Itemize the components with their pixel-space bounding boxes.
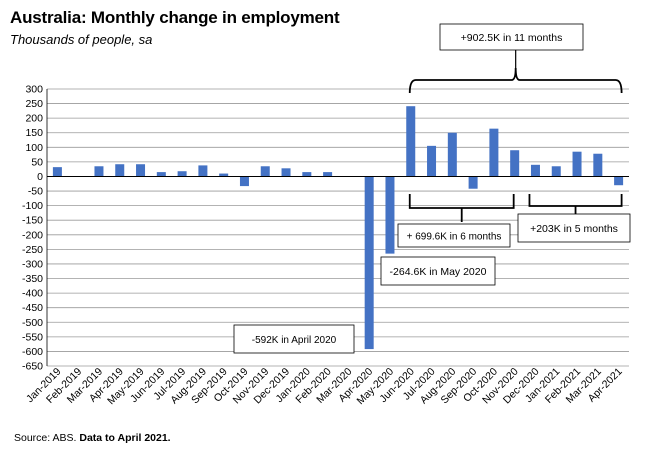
bar-Aug-2019 — [198, 165, 208, 177]
y-tick-label: 150 — [25, 127, 43, 139]
bar-Jan-2021 — [551, 166, 561, 177]
y-tick-label: -650 — [22, 361, 43, 373]
bar-Jun-2020 — [406, 106, 416, 177]
bar-Dec-2019 — [281, 168, 291, 177]
annotations: +902.5K in 11 months + 699.6K in 6 months… — [233, 23, 631, 354]
y-tick-label: -200 — [22, 229, 43, 241]
annotation-6-months-box — [397, 223, 511, 248]
y-tick-label: -350 — [22, 273, 43, 285]
annotation-5-months-box — [517, 213, 631, 243]
y-tick-label: -250 — [22, 244, 43, 256]
bar-Apr-2019 — [115, 164, 125, 177]
y-tick-label: -300 — [22, 258, 43, 270]
y-tick-label: -400 — [22, 288, 43, 300]
bar-Feb-2020 — [323, 172, 333, 177]
annotation-may-2020-text: -264.6K in May 2020 — [390, 266, 487, 278]
annotation-11-months: +902.5K in 11 months — [439, 23, 584, 51]
annotation-april-2020: -592K in April 2020 — [233, 324, 355, 354]
y-tick-label: -100 — [22, 200, 43, 212]
y-tick-label: -150 — [22, 215, 43, 227]
y-tick-label: -600 — [22, 346, 43, 358]
y-tick-label: -550 — [22, 331, 43, 343]
y-tick-label: -50 — [28, 186, 43, 198]
bar-May-2020 — [385, 176, 395, 254]
bar-Mar-2021 — [593, 153, 603, 177]
annotation-6-months-text: + 699.6K in 6 months — [407, 232, 502, 243]
bar-Oct-2019 — [239, 176, 249, 187]
bar-Apr-2020 — [364, 176, 374, 350]
bar-Mar-2019 — [94, 166, 104, 177]
chart-subtitle: Thousands of people, sa — [10, 32, 153, 47]
y-tick-label: 200 — [25, 113, 43, 125]
annotation-april-2020-text: -592K in April 2020 — [252, 335, 337, 346]
bar-Nov-2020 — [510, 150, 520, 177]
chart-title: Australia: Monthly change in employment — [10, 8, 340, 27]
annotation-april-2020-box — [233, 324, 355, 354]
annotation-may-2020-box — [380, 256, 496, 286]
bar-Oct-2020 — [489, 128, 499, 177]
y-tick-label: -500 — [22, 317, 43, 329]
bracket-5-months — [528, 194, 623, 207]
bar-Sep-2019 — [219, 173, 229, 177]
bar-May-2019 — [136, 164, 146, 177]
y-tick-label: 0 — [37, 171, 43, 183]
bar-Jan-2020 — [302, 172, 312, 177]
x-axis-ticks: Jan-2019Feb-2019Mar-2019Apr-2019May-2019… — [24, 366, 625, 408]
bar-Apr-2021 — [614, 176, 624, 186]
y-tick-label: 50 — [31, 156, 43, 168]
annotation-may-2020: -264.6K in May 2020 — [380, 256, 496, 286]
bar-Sep-2020 — [468, 176, 478, 189]
annotation-5-months-text: +203K in 5 months — [530, 223, 618, 235]
annotation-11-months-box — [439, 23, 584, 51]
bar-Jul-2020 — [427, 145, 437, 177]
bar-Aug-2020 — [447, 132, 457, 177]
y-tick-label: 100 — [25, 142, 43, 154]
source-label: Source: ABS. — [14, 432, 77, 444]
annotation-6-months: + 699.6K in 6 months — [397, 223, 511, 248]
bar-Feb-2021 — [572, 151, 582, 177]
source-note: Source: ABS. Data to April 2021. — [14, 432, 171, 444]
y-tick-label: -450 — [22, 302, 43, 314]
data-note: Data to April 2021. — [79, 432, 171, 444]
bar-Dec-2020 — [530, 164, 540, 177]
annotation-11-months-text: +902.5K in 11 months — [461, 32, 563, 44]
bar-Jul-2019 — [177, 171, 187, 177]
annotation-5-months: +203K in 5 months — [517, 213, 631, 243]
y-axis-ticks: 300 250 200 150 100 50 0 -50 -100 -150 -200 -250 -30… — [22, 84, 43, 373]
bars — [52, 106, 624, 350]
y-tick-label: 250 — [25, 98, 43, 110]
bar-Jan-2019 — [52, 167, 62, 177]
y-tick-label: 300 — [25, 84, 43, 96]
bar-Jun-2019 — [156, 172, 166, 177]
bar-Nov-2019 — [260, 166, 270, 177]
